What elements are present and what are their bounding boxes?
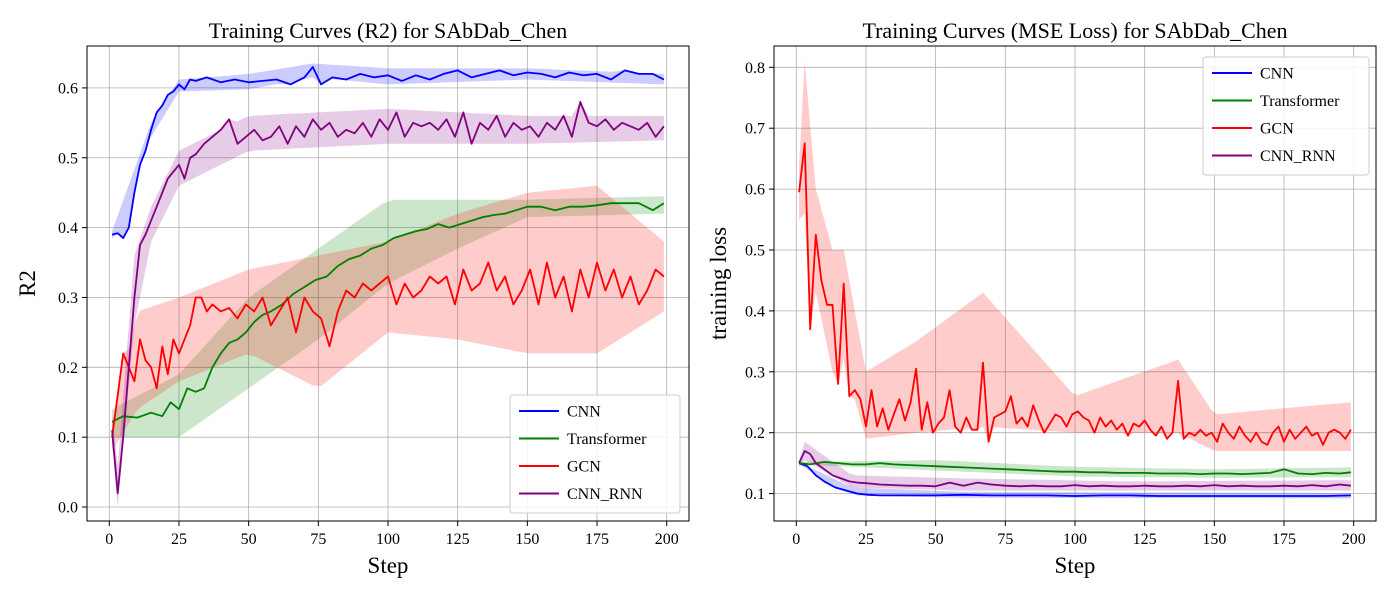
r2-x-tick-label: 75 (310, 531, 326, 548)
r2-chart-title: Training Curves (R2) for SAbDab_Chen (209, 18, 568, 43)
r2-y-tick-label: 0.4 (58, 220, 78, 237)
r2-series-lines (111, 66, 665, 494)
r2-band-cnn (112, 63, 664, 239)
mse-y-tick-label: 0.5 (745, 243, 765, 260)
r2-x-tick-label: 100 (376, 531, 400, 548)
mse-chart-panel: 0 25 50 75 100 125 150 175 200 0.10.20.30.40.50.… (706, 18, 1377, 578)
r2-line-cnn-rnn (111, 101, 665, 494)
r2-legend: CNN Transformer GCN CNN_RNN (509, 394, 681, 514)
r2-y-tick-label: 0.1 (58, 430, 78, 447)
mse-legend: CNN Transformer GCN CNN_RNN (1202, 56, 1370, 176)
mse-x-tick-label: 175 (1272, 531, 1296, 548)
r2-y-tick-label: 0.5 (58, 150, 78, 167)
mse-y-tick-label: 0.8 (745, 60, 765, 77)
mse-legend-label: CNN (1260, 66, 1294, 83)
r2-y-tick-label: 0.2 (58, 360, 78, 377)
mse-line-transformer (798, 461, 1351, 475)
r2-legend-label: CNN_RNN (567, 486, 643, 503)
mse-y-tick-label: 0.7 (745, 121, 765, 138)
mse-band-cnn (799, 461, 1351, 499)
r2-x-ticks: 0 25 50 75 100 125 150 175 200 (105, 521, 679, 548)
mse-line-gcn (798, 142, 1352, 446)
r2-y-tick-label: 0.6 (58, 80, 78, 97)
mse-legend-label: GCN (1260, 121, 1294, 138)
r2-y-ticks: 0.0 0.1 0.2 0.3 0.4 0.5 0.6 (58, 80, 87, 517)
r2-legend-label: Transformer (567, 431, 647, 448)
mse-gridlines (774, 46, 1376, 521)
mse-x-tick-label: 100 (1063, 531, 1087, 548)
r2-y-tick-label: 0.3 (58, 290, 78, 307)
r2-x-axis-label: Step (368, 553, 409, 578)
r2-line-gcn (111, 261, 665, 438)
mse-line-cnn (798, 462, 1351, 497)
mse-y-tick-label: 0.3 (745, 364, 765, 381)
mse-y-tick-label: 0.4 (745, 303, 765, 320)
mse-x-tick-label: 125 (1133, 531, 1157, 548)
mse-x-tick-label: 50 (928, 531, 944, 548)
r2-x-tick-label: 200 (655, 531, 679, 548)
mse-legend-box (1202, 56, 1370, 176)
r2-line-transformer (111, 202, 665, 423)
mse-x-tick-label: 0 (792, 531, 800, 548)
r2-x-tick-label: 50 (241, 531, 257, 548)
r2-chart-panel: 0 25 50 75 100 125 150 175 200 0.00.10.20.30.40.… (15, 18, 690, 578)
mse-y-tick-label: 0.2 (745, 425, 765, 442)
r2-x-tick-label: 0 (105, 531, 113, 548)
mse-band-cnn-rnn (799, 441, 1351, 491)
mse-x-tick-label: 25 (858, 531, 874, 548)
r2-y-axis-label: R2 (15, 270, 40, 297)
mse-x-tick-label: 75 (997, 531, 1013, 548)
r2-line-cnn (111, 66, 665, 239)
mse-x-tick-label: 200 (1342, 531, 1366, 548)
mse-band-gcn (799, 61, 1351, 451)
r2-x-tick-label: 150 (515, 531, 539, 548)
mse-x-tick-label: 150 (1202, 531, 1226, 548)
mse-y-tick-label: 0.6 (745, 182, 765, 199)
mse-legend-label: CNN_RNN (1260, 148, 1336, 165)
mse-y-ticks: 0.1 0.2 0.3 0.4 0.5 0.6 0.7 0.8 (745, 60, 774, 503)
mse-x-axis-label: Step (1055, 553, 1096, 578)
mse-chart-title: Training Curves (MSE Loss) for SAbDab_Ch… (862, 18, 1287, 43)
mse-x-ticks: 0 25 50 75 100 125 150 175 200 (792, 521, 1366, 548)
r2-shaded-bands (112, 63, 664, 508)
r2-x-tick-label: 175 (585, 531, 609, 548)
r2-x-tick-label: 25 (171, 531, 187, 548)
mse-series-lines (798, 142, 1352, 497)
mse-line-cnn-rnn (798, 450, 1351, 488)
r2-y-tick-label: 0.0 (58, 500, 78, 517)
r2-x-tick-label: 125 (446, 531, 470, 548)
r2-legend-box (509, 394, 681, 514)
mse-legend-label: Transformer (1260, 93, 1340, 110)
r2-band-transformer (112, 196, 664, 438)
mse-y-tick-label: 0.1 (745, 486, 765, 503)
r2-band-gcn (112, 185, 664, 452)
r2-legend-label: CNN (567, 404, 601, 421)
mse-y-axis-label: training loss (706, 227, 731, 340)
r2-legend-label: GCN (567, 459, 601, 476)
